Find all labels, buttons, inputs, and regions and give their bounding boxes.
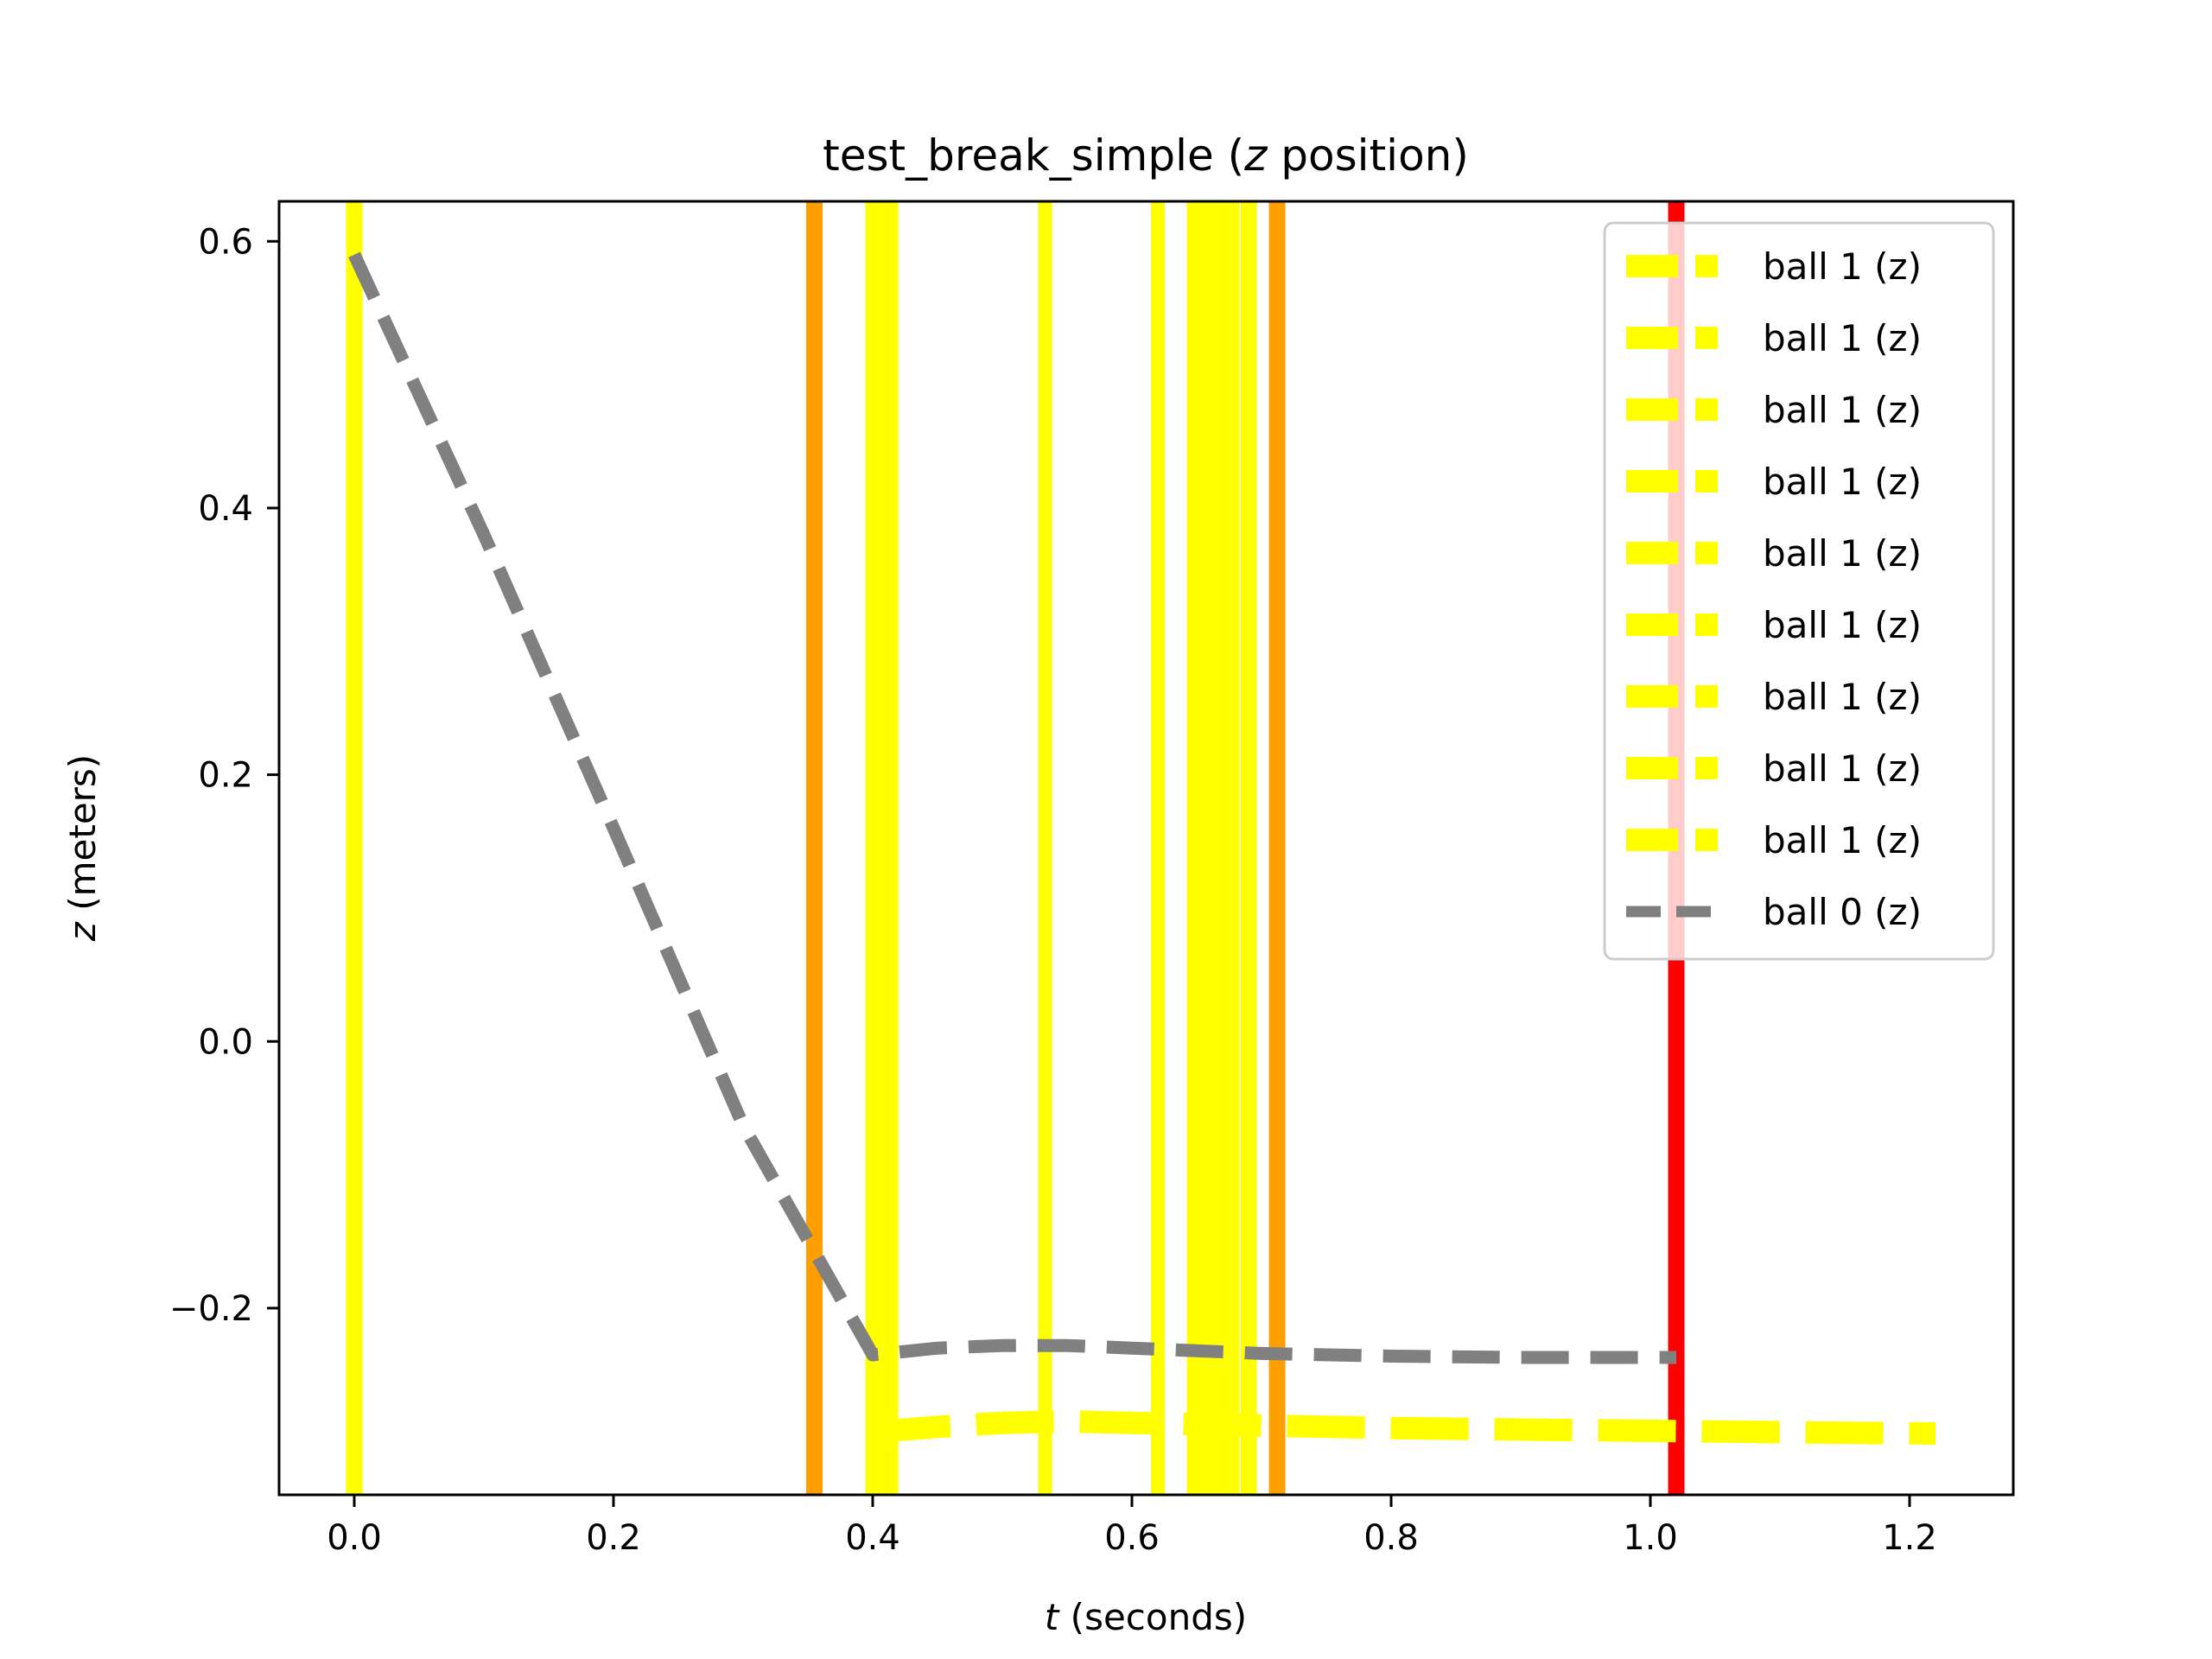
legend-label-10: ball 0 (z) bbox=[1763, 891, 1922, 933]
series-line-2 bbox=[348, 251, 1676, 1364]
legend-label-3: ball 1 (z) bbox=[1763, 389, 1922, 431]
y-tick-label-2: 0.0 bbox=[198, 1022, 253, 1062]
legend-label-9: ball 1 (z) bbox=[1763, 819, 1922, 861]
chart-title-part-3: position) bbox=[1267, 130, 1468, 181]
y-axis-label: z (meters) bbox=[61, 754, 104, 942]
x-axis-label: t (seconds) bbox=[1045, 1596, 1247, 1638]
chart-title-part-1: test_break_simple ( bbox=[823, 130, 1244, 181]
y-tick-label-5: 0.6 bbox=[198, 222, 253, 262]
legend-label-4: ball 1 (z) bbox=[1763, 461, 1922, 503]
y-axis: −0.2 0.0 0.2 0.4 0.6 bbox=[169, 222, 279, 1329]
x-axis: 0.0 0.2 0.4 0.6 0.8 1.0 1.2 bbox=[327, 1495, 1937, 1558]
y-axis-label-unit: (meters) bbox=[61, 754, 104, 922]
legend-label-8: ball 1 (z) bbox=[1763, 747, 1922, 790]
x-axis-label-symbol: t bbox=[1045, 1596, 1060, 1638]
y-tick-label-3: 0.2 bbox=[198, 756, 253, 796]
legend: ball 1 (z) ball 1 (z) ball 1 (z) ball 1 (z)… bbox=[1603, 221, 1995, 961]
legend-entries: ball 1 (z) ball 1 (z) ball 1 (z) ball 1 (z)… bbox=[1626, 245, 1922, 933]
y-tick-label-1: −0.2 bbox=[169, 1289, 253, 1329]
legend-label-5: ball 1 (z) bbox=[1763, 532, 1922, 575]
legend-label-7: ball 1 (z) bbox=[1763, 676, 1922, 718]
x-tick-label-3: 0.4 bbox=[845, 1518, 900, 1558]
x-tick-label-4: 0.6 bbox=[1104, 1518, 1160, 1558]
series-line-1 bbox=[871, 1410, 1936, 1445]
x-tick-label-6: 1.0 bbox=[1623, 1518, 1678, 1558]
x-tick-label-5: 0.8 bbox=[1363, 1518, 1419, 1558]
x-tick-label-2: 0.2 bbox=[586, 1518, 641, 1558]
y-tick-label-4: 0.4 bbox=[198, 489, 253, 529]
y-axis-label-symbol: z bbox=[61, 921, 104, 942]
x-tick-label-7: 1.2 bbox=[1882, 1518, 1937, 1558]
x-tick-label-1: 0.0 bbox=[327, 1518, 382, 1558]
legend-label-2: ball 1 (z) bbox=[1763, 317, 1922, 359]
chart-title: test_break_simple (z position) bbox=[823, 130, 1469, 181]
plot-frame bbox=[277, 200, 2015, 1497]
legend-label-1: ball 1 (z) bbox=[1763, 245, 1922, 288]
legend-label-6: ball 1 (z) bbox=[1763, 604, 1922, 646]
series-lines bbox=[348, 251, 1936, 1445]
x-axis-label-unit: (seconds) bbox=[1058, 1596, 1247, 1638]
chart-title-part-2: z bbox=[1243, 130, 1268, 181]
